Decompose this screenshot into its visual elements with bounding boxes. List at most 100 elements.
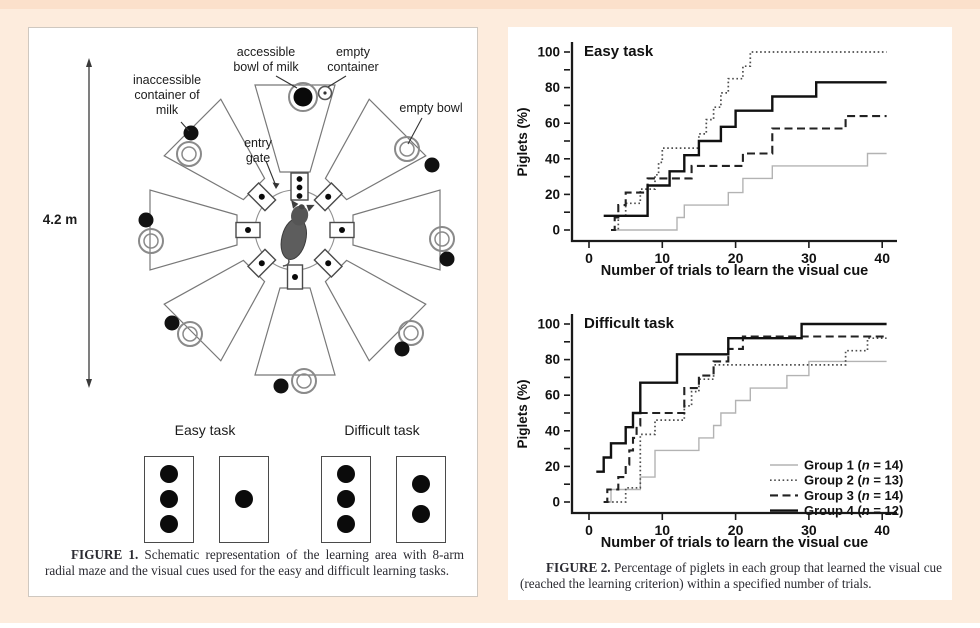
- empty-bowl-inner: [143, 233, 159, 249]
- piglet-ear-right: [306, 204, 315, 212]
- y-tick-label: 20: [545, 459, 560, 474]
- label-line: empty: [335, 45, 371, 59]
- gate-dot: [325, 260, 332, 267]
- empty-bowl-inner: [181, 146, 197, 162]
- easy-task-chart: 0 20 40 60 80 100 0 10 20 30 40 Easy task Number of …: [515, 42, 897, 279]
- x-axis-label: Number of trials to learn the visual cue: [601, 263, 869, 279]
- cue-card-easy-1: [144, 456, 194, 543]
- cue-dot: [160, 465, 178, 483]
- radial-maze-svg: [86, 58, 455, 394]
- accessible-bowl-milk: [293, 87, 313, 107]
- gate-dot: [292, 274, 298, 280]
- y-axis-label: Piglets (%): [515, 379, 530, 448]
- x-tick-label: 40: [874, 522, 890, 538]
- y-tick-label: 0: [552, 495, 560, 510]
- figure2-panel: 0 20 40 60 80 100 0 10 20 30 40 Easy task Number of …: [508, 27, 952, 600]
- piglet-ear-left: [291, 200, 299, 209]
- y-axis-label: Piglets (%): [515, 107, 530, 176]
- cue-card-difficult-2: [396, 456, 446, 543]
- milk-container-dot: [273, 378, 289, 394]
- x-tick-label: 0: [585, 522, 593, 538]
- figure1-panel: inaccessible container of milk accessibl…: [28, 27, 478, 597]
- chart-title: Easy task: [584, 43, 654, 60]
- label-pointer-line: [180, 121, 190, 132]
- label-empty-container: empty container: [327, 45, 378, 75]
- gate-dot: [325, 193, 332, 200]
- y-tick-label: 40: [545, 423, 560, 438]
- empty-bowl-inner: [296, 373, 312, 389]
- maze-gate: [329, 221, 355, 239]
- label-pointer-line: [265, 160, 277, 187]
- x-tick-label: 30: [801, 522, 817, 538]
- series-line-group-3: [603, 335, 887, 504]
- label-empty-bowl: empty bowl: [399, 101, 462, 116]
- x-tick-label: 20: [728, 250, 744, 266]
- figure2-caption-text: Percentage of piglets in each group that…: [520, 560, 942, 592]
- x-tick-label: 30: [801, 250, 817, 266]
- label-line: milk: [155, 103, 179, 117]
- label-line: inaccessible: [132, 73, 202, 87]
- empty-bowl: [398, 320, 424, 346]
- gate-dot: [258, 193, 265, 200]
- maze-arm: [352, 189, 441, 271]
- chart-title: Difficult task: [584, 315, 675, 332]
- axes: [570, 314, 897, 515]
- empty-bowl: [394, 136, 420, 162]
- x-tick-label: 0: [585, 250, 593, 266]
- series-line-group-4: [603, 81, 887, 217]
- series-line-group-2: [603, 337, 887, 503]
- empty-bowl: [177, 321, 203, 347]
- cue-dot: [235, 490, 253, 508]
- legend-label: Group 3 (n = 14): [804, 488, 903, 503]
- empty-bowl-inner: [403, 325, 419, 341]
- scale-arrow-top: [86, 58, 92, 67]
- milk-container-dot: [164, 315, 180, 331]
- maze-gate: [247, 248, 277, 278]
- entry-gate-arrowhead: [272, 182, 280, 189]
- series-line-group-4: [596, 322, 887, 473]
- y-tick-label: 60: [545, 388, 560, 403]
- figure2-caption: FIGURE 2. Percentage of piglets in each …: [520, 560, 942, 593]
- difficult-task-title: Difficult task: [344, 422, 420, 438]
- scale-arrow-bottom: [86, 379, 92, 388]
- cue-dot: [337, 465, 355, 483]
- cue-dot: [160, 515, 178, 533]
- label-line: empty bowl: [399, 101, 463, 115]
- milk-container-dot: [439, 251, 455, 267]
- cue-card-difficult-1: [321, 456, 371, 543]
- scale-label-4-2-m: 4.2 m: [42, 212, 78, 227]
- x-axis-label: Number of trials to learn the visual cue: [601, 535, 869, 551]
- entry-cue-dot: [296, 184, 303, 191]
- label-line: entry: [244, 136, 272, 150]
- label-pointer-line: [275, 75, 298, 89]
- figure1-caption-text: Schematic representation of the learning…: [45, 547, 465, 579]
- gate-dot: [339, 227, 345, 233]
- empty-bowl: [138, 228, 164, 254]
- figure1-caption-lead: FIGURE 1.: [71, 547, 139, 562]
- empty-bowl: [291, 368, 317, 394]
- piglet-head: [291, 205, 309, 226]
- maze-arm: [149, 189, 238, 271]
- y-tick-label: 80: [545, 352, 560, 367]
- series-line-group-1: [611, 152, 887, 231]
- y-tick-label: 60: [545, 116, 560, 131]
- gate-dot: [258, 260, 265, 267]
- cue-dot: [160, 490, 178, 508]
- label-line: container of: [134, 88, 200, 102]
- maze-arm: [163, 259, 266, 362]
- accessible-bowl-ring: [288, 82, 318, 112]
- series-line-group-3: [611, 115, 887, 232]
- easy-task-title: Easy task: [174, 422, 236, 438]
- gate-dot: [245, 227, 251, 233]
- y-tick-label: 100: [537, 317, 560, 332]
- cue-dot: [337, 515, 355, 533]
- maze-arm: [254, 84, 336, 173]
- piglet: [280, 200, 315, 267]
- empty-container-mark: [323, 91, 327, 95]
- label-entry-gate: entry gate: [244, 136, 272, 166]
- label-pointer-line: [407, 117, 423, 145]
- series-line-group-2: [614, 51, 887, 231]
- y-tick-label: 80: [545, 80, 560, 95]
- x-tick-label: 20: [728, 522, 744, 538]
